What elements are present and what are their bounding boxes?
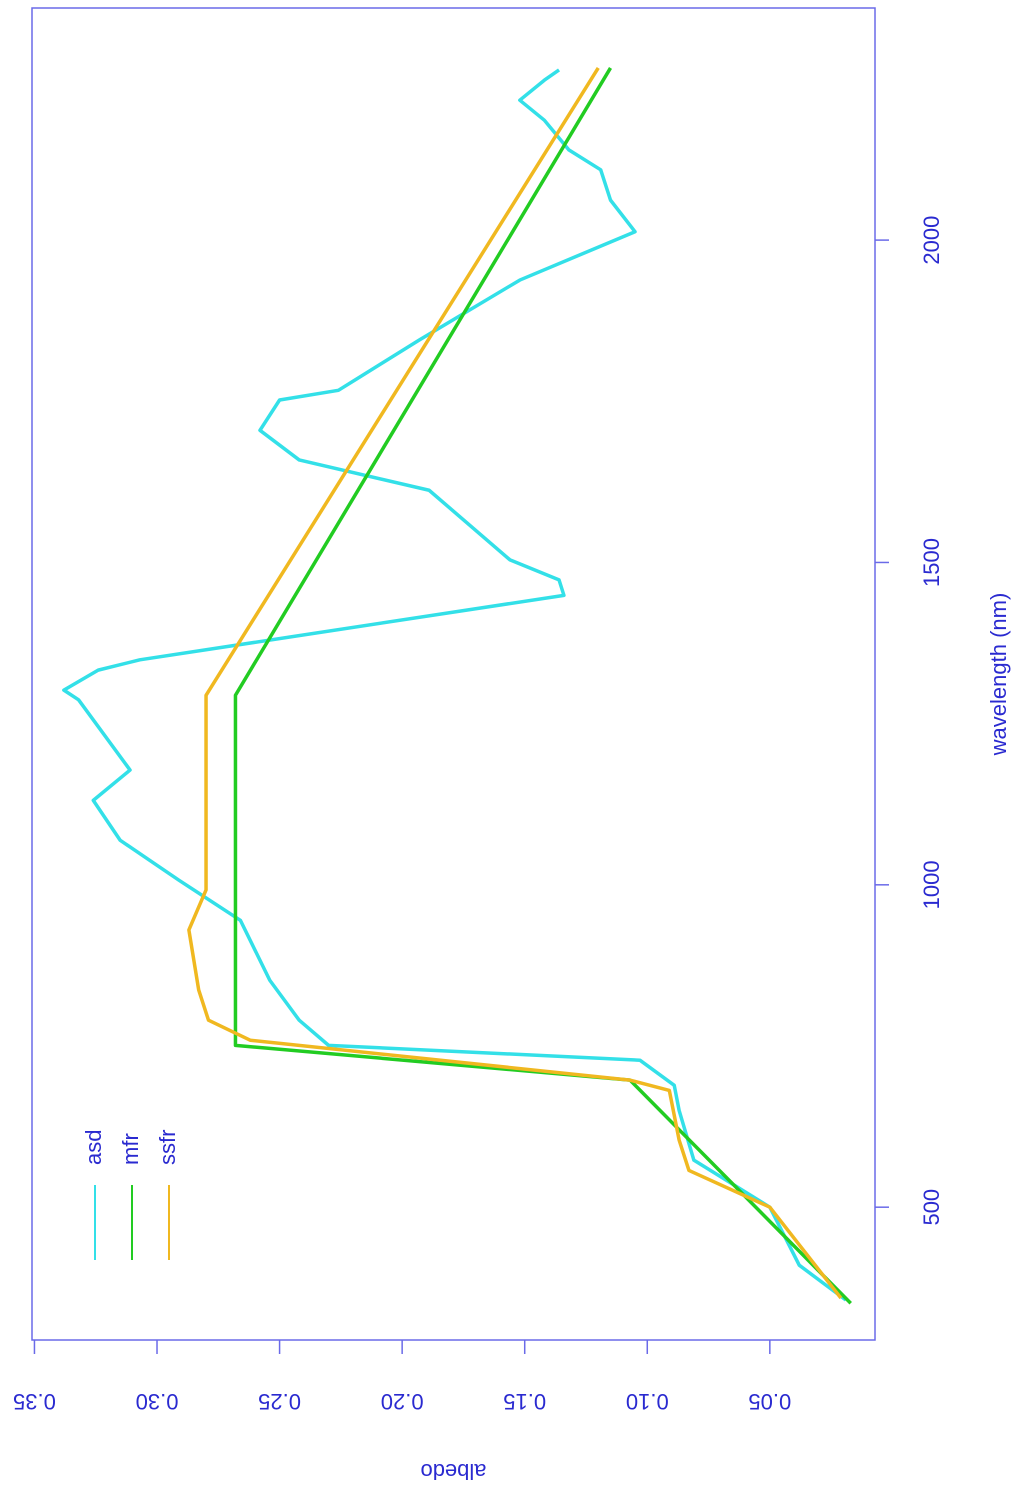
series-line (233, 67, 852, 1305)
x-tick-label: 500 (919, 1189, 944, 1226)
x-tick-label: 2000 (919, 216, 944, 265)
legend-label: ssfr (155, 1130, 180, 1165)
y-tick-label: 0.25 (258, 1389, 301, 1414)
plot-frame (31, 7, 876, 1341)
x-axis-label: wavelength (nm) (986, 593, 1011, 757)
x-tick-label: 1500 (919, 538, 944, 587)
y-tick-label: 0.05 (748, 1389, 791, 1414)
y-tick-label: 0.20 (381, 1389, 424, 1414)
legend-label: asd (81, 1130, 106, 1165)
series-line (62, 68, 847, 1302)
legend-label: mfr (118, 1133, 143, 1165)
y-tick-label: 0.35 (13, 1389, 56, 1414)
rotated-plot: 500 1000 1500 2000 0.05 0.10 0.15 0.20 0.25 0.30 0… (13, 7, 1011, 1484)
y-tick-label: 0.15 (503, 1389, 546, 1414)
y-tick-label: 0.30 (136, 1389, 179, 1414)
series-line (187, 67, 843, 1300)
y-axis-label: albedo (420, 1459, 486, 1484)
x-tick-label: 1000 (919, 860, 944, 909)
y-tick-label: 0.10 (626, 1389, 669, 1414)
